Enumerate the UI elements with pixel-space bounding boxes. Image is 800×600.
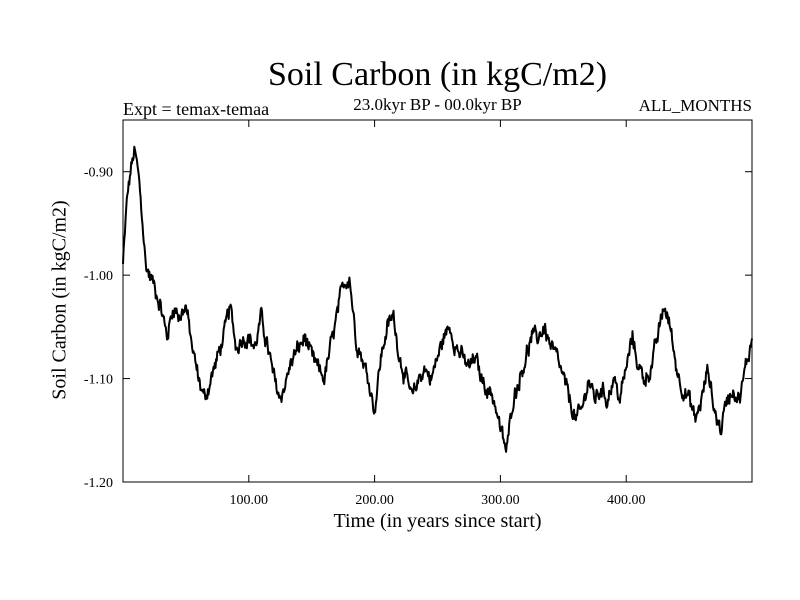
y-tick-label: -0.90 [84,166,113,181]
x-tick-label: 300.00 [481,493,520,508]
x-tick-label: 200.00 [355,493,394,508]
chart-title: Soil Carbon (in kgC/m2) [267,56,608,93]
y-axis-ticks: -0.90 -1.00 -1.10 -1.20 [84,166,752,491]
x-tick-label: 400.00 [607,493,646,508]
months-label: ALL_MONTHS [638,96,752,115]
x-tick-label: 100.00 [230,493,269,508]
x-axis-ticks: 100.00 200.00 300.00 400.00 [230,120,646,508]
y-tick-label: -1.10 [84,373,113,388]
series-line-temax-temaa [122,145,753,453]
y-tick-label: -1.20 [84,476,113,491]
x-axis-label: Time (in years since start) [333,510,542,532]
plot-frame [122,119,753,483]
experiment-label: Expt = temax-temaa [123,99,270,119]
period-label: 23.0kyr BP - 00.0kyr BP [353,95,522,114]
y-tick-label: -1.00 [84,269,113,284]
